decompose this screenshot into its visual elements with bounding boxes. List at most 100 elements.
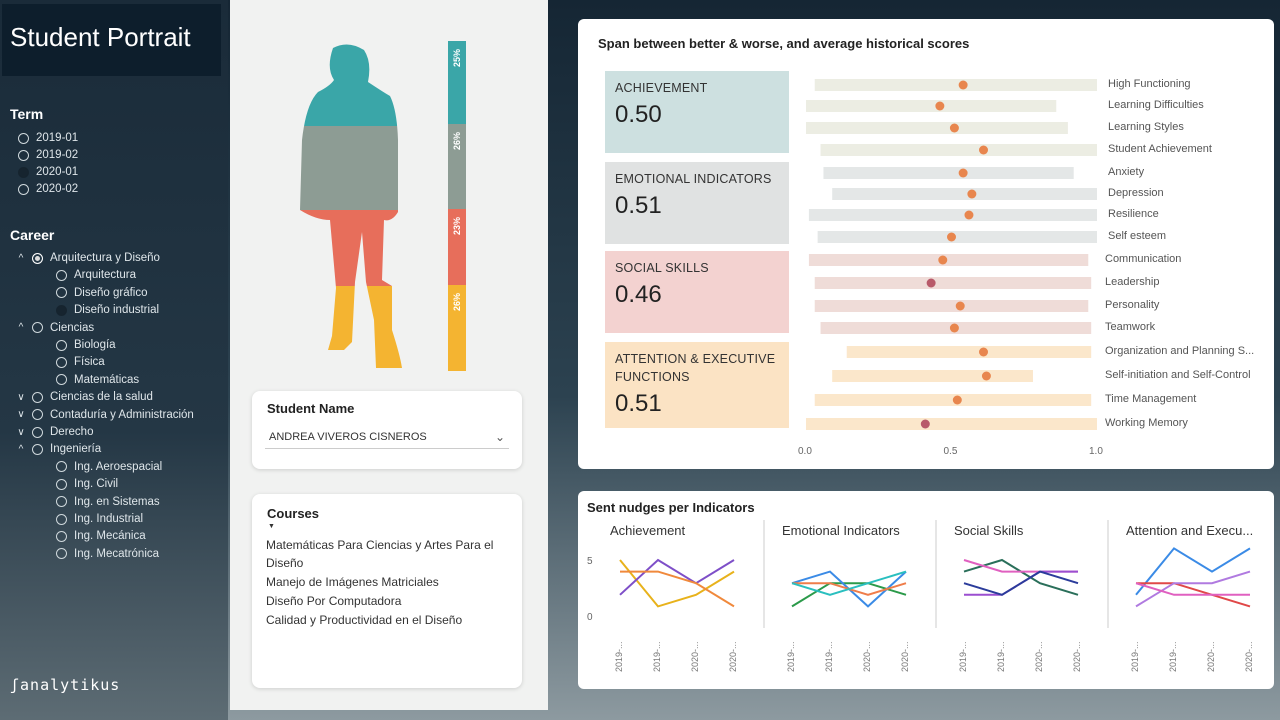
radio-icon[interactable]	[32, 426, 43, 438]
indicator-label: Working Memory	[1105, 417, 1188, 429]
career-option[interactable]: Ing. Mecánica	[56, 530, 146, 542]
x-tick-label: 2020-...	[1206, 641, 1216, 672]
career-group[interactable]: ∨ Derecho	[14, 426, 93, 438]
career-option[interactable]: Biología	[56, 339, 116, 351]
career-option[interactable]: Física	[56, 356, 105, 368]
radio-icon[interactable]	[32, 252, 43, 264]
career-option[interactable]: Diseño gráfico	[56, 287, 148, 299]
term-option[interactable]: 2020-01	[18, 166, 78, 178]
radio-icon[interactable]	[32, 409, 43, 421]
term-option[interactable]: 2019-01	[18, 132, 78, 144]
score-box-label: EMOTIONAL INDICATORS	[615, 172, 772, 186]
radio-icon[interactable]	[56, 374, 67, 386]
x-tick-label: 2019-...	[652, 641, 662, 672]
nudge-panel-title: Attention and Execu...	[1126, 523, 1254, 538]
chevron-down-icon: ⌄	[494, 429, 505, 444]
radio-icon[interactable]	[56, 461, 67, 473]
career-option[interactable]: Matemáticas	[56, 374, 139, 386]
radio-icon[interactable]	[18, 132, 29, 144]
radio-icon[interactable]	[56, 287, 67, 299]
radio-icon[interactable]	[18, 166, 29, 178]
career-option[interactable]: Diseño industrial	[56, 304, 159, 316]
indicator-label: Resilience	[1108, 208, 1159, 220]
chevron-down-icon[interactable]: ∨	[17, 426, 25, 438]
career-option-label: Matemáticas	[74, 373, 140, 386]
chevron-down-icon[interactable]: ∨	[17, 391, 25, 403]
radio-icon[interactable]	[18, 183, 29, 195]
career-option[interactable]: Ing. Aeroespacial	[56, 461, 162, 473]
x-tick-label: 2019-...	[786, 641, 796, 672]
course-item: Diseño Por Computadora	[266, 593, 402, 608]
term-option[interactable]: 2019-02	[18, 149, 78, 161]
nudge-panel-title: Emotional Indicators	[782, 523, 900, 538]
score-box-value: 0.50	[615, 101, 662, 128]
career-option[interactable]: Ing. Mecatrónica	[56, 548, 159, 560]
silhouette-segment	[300, 286, 402, 368]
career-option[interactable]: Arquitectura	[56, 269, 136, 281]
courses-card: Courses ▼ Matemáticas Para Ciencias y Ar…	[252, 494, 522, 688]
x-tick-label: 1.0	[1089, 446, 1103, 457]
percent-label: 26%	[452, 131, 462, 150]
career-group[interactable]: ^ Ingeniería	[14, 443, 102, 456]
logo-wave-icon: ʃ	[10, 676, 21, 694]
course-item: Matemáticas Para Ciencias y Artes Para e…	[266, 538, 494, 570]
analytikus-logo: ʃanalytikus	[10, 676, 120, 694]
x-tick-label: 0.0	[798, 446, 812, 457]
term-option-label: 2019-02	[36, 149, 79, 161]
student-name-dropdown[interactable]: ANDREA VIVEROS CISNEROS ⌄	[265, 425, 509, 449]
chevron-up-icon[interactable]: ^	[18, 322, 24, 334]
x-tick-label: 2020-...	[690, 641, 700, 672]
course-item: Calidad y Productividad en el Diseño	[266, 612, 463, 627]
career-group[interactable]: ∨ Ciencias de la salud	[14, 391, 153, 403]
score-box-label: ATTENTION & EXECUTIVE FUNCTIONS	[615, 352, 776, 384]
radio-icon[interactable]	[56, 356, 67, 368]
score-box-value: 0.46	[615, 281, 662, 308]
score-box: ACHIEVEMENT 0.50	[605, 71, 789, 153]
radio-icon[interactable]	[56, 269, 67, 281]
career-group-label: Derecho	[50, 426, 94, 438]
career-option[interactable]: Ing. en Sistemas	[56, 496, 160, 508]
y-tick-label: 5	[587, 556, 593, 567]
nudge-panel-title: Social Skills	[954, 523, 1024, 538]
career-option[interactable]: Ing. Industrial	[56, 513, 143, 525]
radio-icon[interactable]	[56, 548, 67, 560]
silhouette-segment	[300, 44, 402, 126]
percent-segment: 26%	[448, 285, 466, 371]
radio-icon[interactable]	[56, 478, 67, 490]
career-group[interactable]: ^ Arquitectura y Diseño	[14, 252, 160, 264]
page-title-text: Student Portrait	[10, 22, 191, 52]
chevron-up-icon[interactable]: ^	[18, 443, 24, 455]
chevron-up-icon[interactable]: ^	[18, 252, 24, 264]
span-chart-title: Span between better & worse, and average…	[598, 36, 970, 51]
indicator-label: Time Management	[1105, 393, 1197, 405]
sort-caret-icon[interactable]: ▼	[268, 523, 275, 530]
x-tick-label: 2019-...	[996, 641, 1006, 672]
career-group[interactable]: ∨ Contaduría y Administración	[14, 409, 194, 421]
score-box-label: ACHIEVEMENT	[615, 81, 708, 95]
y-tick-label: 0	[587, 612, 593, 623]
radio-icon[interactable]	[32, 391, 43, 403]
logo-text: analytikus	[20, 676, 121, 694]
career-slicer-title: Career	[10, 227, 55, 243]
percent-segment: 25%	[448, 41, 466, 124]
career-group-label: Contaduría y Administración	[50, 408, 194, 421]
career-option[interactable]: Ing. Civil	[56, 478, 118, 490]
career-group[interactable]: ^ Ciencias	[14, 322, 94, 334]
indicator-label: Self esteem	[1108, 230, 1167, 242]
student-silhouette	[300, 44, 402, 368]
radio-icon[interactable]	[56, 530, 67, 542]
radio-icon[interactable]	[32, 443, 43, 455]
portrait-percent-bar: 25% 26% 23% 26%	[448, 41, 466, 371]
radio-icon[interactable]	[56, 513, 67, 525]
term-option[interactable]: 2020-02	[18, 183, 78, 195]
chevron-down-icon[interactable]: ∨	[17, 409, 25, 421]
radio-icon[interactable]	[32, 322, 43, 334]
radio-icon[interactable]	[56, 304, 67, 316]
radio-icon[interactable]	[56, 496, 67, 508]
nudges-title: Sent nudges per Indicators	[587, 500, 755, 515]
career-group-label: Ingeniería	[50, 443, 102, 456]
radio-icon[interactable]	[18, 149, 29, 161]
score-box: EMOTIONAL INDICATORS 0.51	[605, 162, 789, 244]
radio-icon[interactable]	[56, 339, 67, 351]
x-tick-label: 0.5	[943, 446, 958, 457]
